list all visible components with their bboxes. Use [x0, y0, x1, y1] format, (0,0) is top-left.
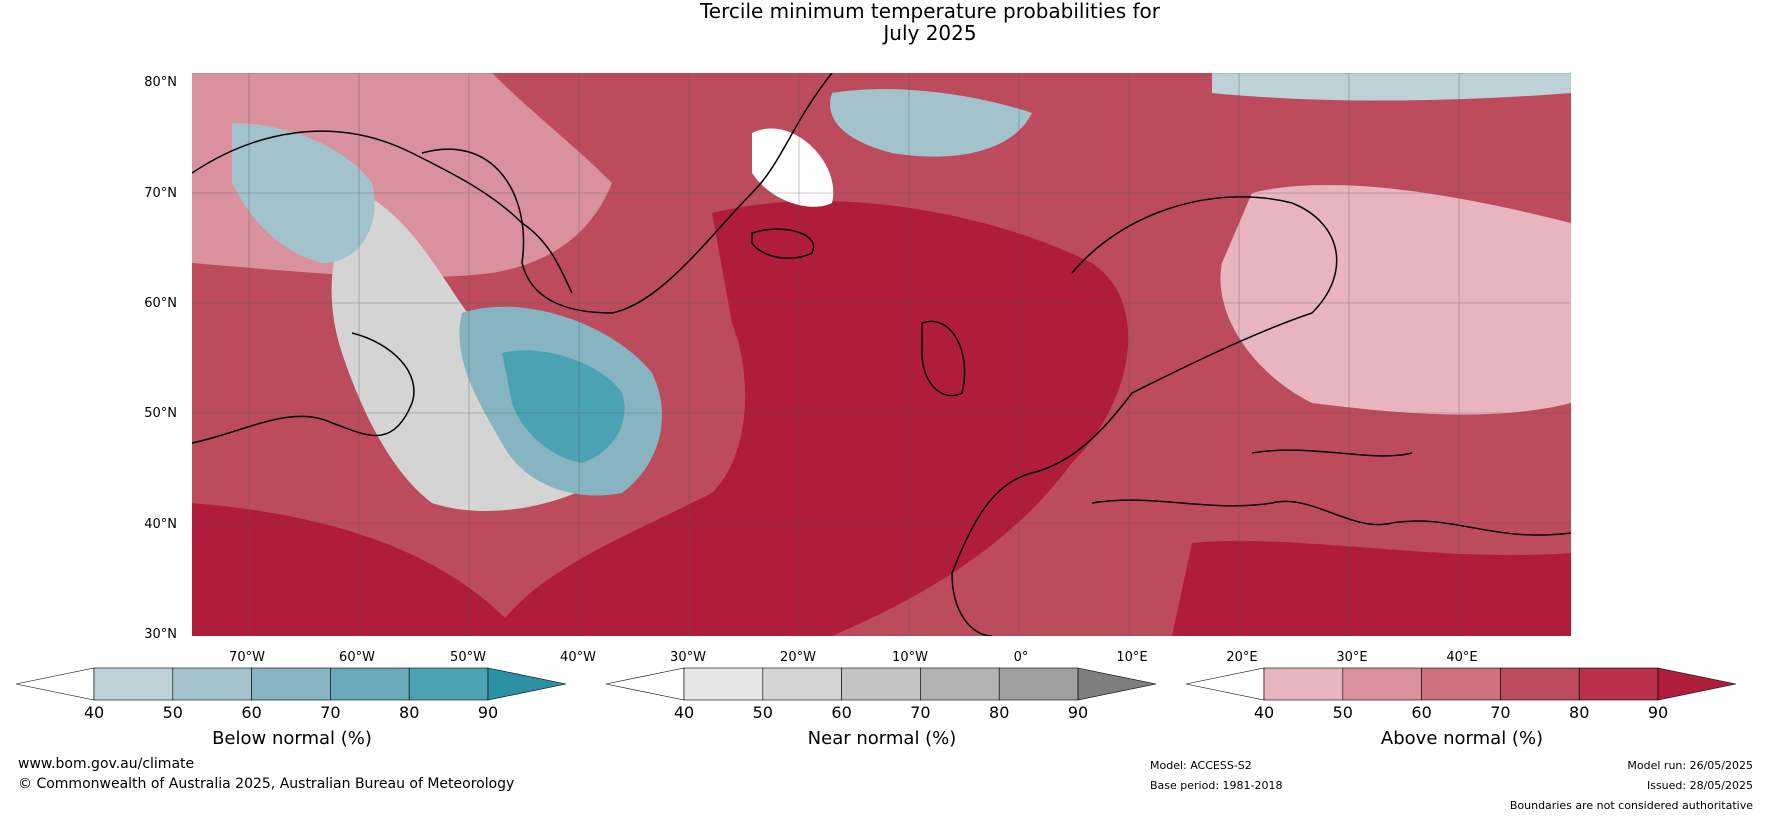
footer-copyright: © Commonwealth of Australia 2025, Austra…	[18, 776, 515, 792]
colorbar-tick-label: 70	[1490, 703, 1511, 722]
coastline-europe	[951, 196, 1338, 636]
colorbar-segment	[841, 667, 921, 701]
colorbar-svg	[15, 667, 567, 701]
colorbar-tick-label: 70	[910, 703, 931, 722]
lat-label-60n: 60°N	[144, 296, 177, 311]
probability-map	[192, 73, 1571, 636]
colorbar-segment	[251, 667, 331, 701]
lon-label-20w: 20°W	[780, 650, 816, 665]
footer-website: www.bom.gov.au/climate	[18, 756, 195, 772]
lon-label-0: 0°	[1013, 650, 1029, 665]
region-no-signal	[752, 128, 834, 207]
colorbar-segment	[172, 667, 252, 701]
colorbar-segment	[998, 667, 1079, 701]
region-above-50	[1220, 184, 1571, 415]
colorbar-tick-label: 40	[1253, 703, 1275, 722]
coastline-mediterranean	[1091, 499, 1571, 536]
map-canvas	[192, 73, 1571, 636]
colorbar-tick-label: 50	[1332, 703, 1353, 722]
colorbar-title-near: Near normal (%)	[807, 728, 957, 749]
lon-label-30e: 30°E	[1336, 650, 1368, 665]
colorbar-segment	[93, 667, 174, 701]
colorbar-tick-label: 50	[162, 703, 183, 722]
coastline-iceland	[751, 228, 815, 259]
colorbar-segment	[1500, 667, 1580, 701]
region-above-90-mideast	[1172, 540, 1571, 636]
region-above-90-south	[192, 503, 522, 636]
colorbar-segment	[920, 667, 1000, 701]
colorbar-segment	[1263, 667, 1344, 701]
lon-label-20e: 20°E	[1226, 650, 1258, 665]
colorbar-segment	[1578, 667, 1659, 701]
colorbar-segment	[683, 667, 764, 701]
colorbar-segment	[1342, 667, 1422, 701]
colorbar-tick-label: 80	[399, 703, 420, 722]
colorbar-extend-high	[1657, 667, 1737, 701]
region-below-50-arctic-east	[1212, 73, 1571, 101]
colorbar-tick-label: 40	[83, 703, 105, 722]
lat-label-50n: 50°N	[144, 406, 177, 421]
colorbar-svg	[1185, 667, 1737, 701]
region-below-60-arctic	[830, 89, 1032, 157]
colorbar-title-above: Above normal (%)	[1380, 728, 1544, 749]
lat-label-40n: 40°N	[144, 517, 177, 532]
coastline-canada	[192, 332, 415, 444]
footer-issued: Issued: 28/05/2025	[1646, 779, 1753, 792]
colorbar-segment	[330, 667, 410, 701]
colorbar-tick-label: 60	[831, 703, 852, 722]
lon-label-40w: 40°W	[560, 650, 596, 665]
colorbar-tick-label: 80	[989, 703, 1010, 722]
colorbar-tick-label: 90	[1647, 703, 1669, 722]
footer-model: Model: ACCESS-S2	[1150, 759, 1252, 772]
coastline-black-sea	[1251, 449, 1413, 457]
colorbar-extend-high	[1077, 667, 1157, 701]
footer-disclaimer: Boundaries are not considered authoritat…	[1509, 799, 1753, 812]
lon-label-50w: 50°W	[450, 650, 486, 665]
colorbar-tick-label: 60	[241, 703, 262, 722]
coastline-greenland	[192, 130, 573, 294]
gridlines	[192, 73, 1571, 636]
colorbar-extend-high	[487, 667, 567, 701]
colorbar-svg	[605, 667, 1157, 701]
colorbar-above-normal	[1185, 667, 1741, 702]
lat-label-80n: 80°N	[144, 75, 177, 90]
map-title: Tercile minimum temperature probabilitie…	[0, 0, 1770, 44]
colorbar-extend-low	[605, 667, 685, 701]
lat-label-30n: 30°N	[144, 627, 177, 642]
colorbar-tick-label: 50	[752, 703, 773, 722]
title-line-2: July 2025	[883, 21, 977, 45]
footer-model-run: Model run: 26/05/2025	[1627, 759, 1753, 772]
colorbar-title-below: Below normal (%)	[212, 728, 372, 749]
colorbar-tick-label: 60	[1411, 703, 1432, 722]
lon-label-10w: 10°W	[892, 650, 928, 665]
title-line-1: Tercile minimum temperature probabilitie…	[699, 0, 1161, 23]
region-above-90	[492, 201, 1129, 636]
lon-label-70w: 70°W	[229, 650, 265, 665]
lon-label-10e: 10°E	[1116, 650, 1148, 665]
colorbar-tick-label: 40	[673, 703, 695, 722]
colorbar-extend-low	[1185, 667, 1265, 701]
lon-label-60w: 60°W	[339, 650, 375, 665]
lon-label-30w: 30°W	[670, 650, 706, 665]
lon-label-40e: 40°E	[1446, 650, 1478, 665]
colorbar-tick-label: 80	[1569, 703, 1590, 722]
region-below-90	[502, 350, 625, 463]
coastline-greenland-east	[421, 73, 833, 314]
coastline-britain	[921, 320, 966, 397]
colorbar-segment	[1421, 667, 1501, 701]
colorbar-segment	[762, 667, 842, 701]
colorbar-tick-label: 90	[1067, 703, 1089, 722]
colorbar-below-normal	[15, 667, 571, 702]
colorbar-near-normal	[605, 667, 1161, 702]
lat-label-70n: 70°N	[144, 186, 177, 201]
colorbar-extend-low	[15, 667, 95, 701]
footer-base-period: Base period: 1981-2018	[1150, 779, 1283, 792]
colorbar-tick-label: 90	[477, 703, 499, 722]
colorbar-tick-label: 70	[320, 703, 341, 722]
colorbar-segment	[408, 667, 489, 701]
